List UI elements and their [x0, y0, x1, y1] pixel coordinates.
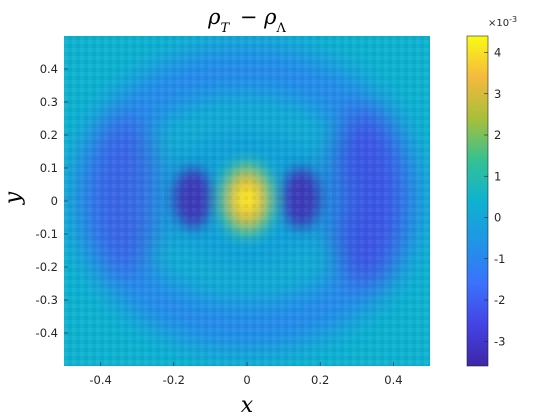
- colorbar-tick-label: 0: [494, 211, 501, 225]
- y-tick-label: 0.3: [40, 95, 58, 109]
- colorbar-tick-label: 3: [494, 87, 501, 101]
- colorbar-tick-label: 2: [494, 128, 501, 142]
- colorbar-tick-label: -3: [494, 334, 505, 348]
- chart-title: ρT − ρΛ: [207, 5, 286, 36]
- x-axis-ticks: -0.4 -0.2 0 0.2 0.4: [89, 362, 403, 387]
- y-tick-label: -0.4: [36, 326, 58, 340]
- heatmap-texture: [64, 36, 430, 366]
- y-tick-label: 0.4: [40, 62, 58, 76]
- y-axis-ticks: 0.4 0.3 0.2 0.1 0 -0.1 -0.2 -0.3 -0.4: [36, 62, 68, 340]
- colorbar-tick-label: -2: [494, 293, 505, 307]
- x-axis-label: x: [241, 393, 254, 418]
- colorbar-tick-label: 4: [494, 46, 501, 60]
- y-tick-label: -0.1: [36, 227, 58, 241]
- colorbar-exponent: ×10-3: [488, 15, 517, 29]
- y-axis-label: y: [1, 191, 26, 205]
- x-tick-label: 0.4: [384, 373, 402, 387]
- colorbar-tick-label: 1: [494, 169, 501, 183]
- y-tick-label: 0: [51, 194, 58, 208]
- x-tick-label: -0.2: [163, 373, 185, 387]
- y-tick-label: 0.2: [40, 128, 58, 142]
- y-tick-label: -0.3: [36, 293, 58, 307]
- x-tick-label: 0.2: [311, 373, 329, 387]
- y-tick-label: -0.2: [36, 260, 58, 274]
- heatmap-field: [64, 36, 430, 366]
- colorbar-exponent-base: ×10: [488, 18, 509, 29]
- colorbar-exponent-power: -3: [509, 15, 517, 24]
- x-tick-label: 0: [243, 373, 250, 387]
- colorbar-ticks: 4 3 2 1 0 -1 -2 -3: [484, 46, 505, 348]
- colorbar: [466, 35, 489, 367]
- colorbar-tick-label: -1: [494, 252, 505, 266]
- y-tick-label: 0.1: [40, 161, 58, 175]
- x-tick-label: -0.4: [89, 373, 111, 387]
